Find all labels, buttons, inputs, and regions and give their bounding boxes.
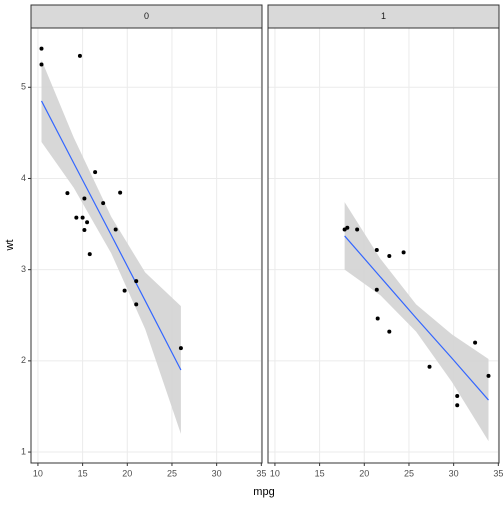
point (134, 302, 139, 307)
y-tick-label: 3 (21, 264, 26, 274)
panel-background (31, 28, 262, 463)
point (87, 252, 92, 257)
point (39, 62, 44, 67)
point (77, 53, 82, 58)
point (118, 190, 123, 195)
point (101, 201, 106, 206)
point (113, 227, 118, 232)
x-tick-label: 15 (315, 468, 325, 478)
confidence-band (344, 202, 489, 442)
point (387, 329, 392, 334)
fit-line (40, 100, 182, 371)
point (82, 227, 87, 232)
point (427, 364, 432, 369)
point (473, 340, 478, 345)
x-tick-label: 10 (33, 468, 43, 478)
point (355, 227, 360, 232)
point (486, 373, 491, 378)
point (178, 346, 183, 351)
point (93, 170, 98, 175)
confidence-band (41, 59, 181, 434)
point (39, 46, 44, 51)
point (82, 196, 87, 201)
point (80, 215, 85, 220)
y-tick-label: 1 (21, 446, 26, 456)
strip-label: 0 (144, 11, 149, 21)
x-tick-label: 30 (449, 468, 459, 478)
point (74, 215, 79, 220)
x-tick-label: 15 (78, 468, 88, 478)
strip-label: 1 (381, 11, 386, 21)
y-axis-title: wt (4, 240, 16, 252)
y-tick-label: 4 (21, 173, 26, 183)
y-tick-label: 5 (21, 82, 26, 92)
point (65, 191, 70, 196)
point (374, 248, 379, 253)
fit-line (344, 235, 489, 401)
panel-border (30, 27, 263, 464)
point (455, 403, 460, 408)
point (342, 227, 347, 232)
point (455, 393, 460, 398)
x-tick-label: 35 (493, 468, 503, 478)
point (375, 316, 380, 321)
x-tick-label: 25 (167, 468, 177, 478)
x-tick-label: 35 (256, 468, 266, 478)
point (374, 287, 379, 292)
x-axis-title: mpg (253, 486, 274, 498)
point (85, 220, 90, 225)
panel-border (267, 27, 500, 464)
x-tick-label: 20 (359, 468, 369, 478)
point (387, 253, 392, 258)
x-tick-label: 20 (122, 468, 132, 478)
point (134, 279, 139, 284)
point (122, 288, 127, 293)
x-tick-label: 30 (212, 468, 222, 478)
x-tick-label: 10 (270, 468, 280, 478)
point (401, 250, 406, 255)
y-tick-label: 2 (21, 355, 26, 365)
x-tick-label: 25 (404, 468, 414, 478)
